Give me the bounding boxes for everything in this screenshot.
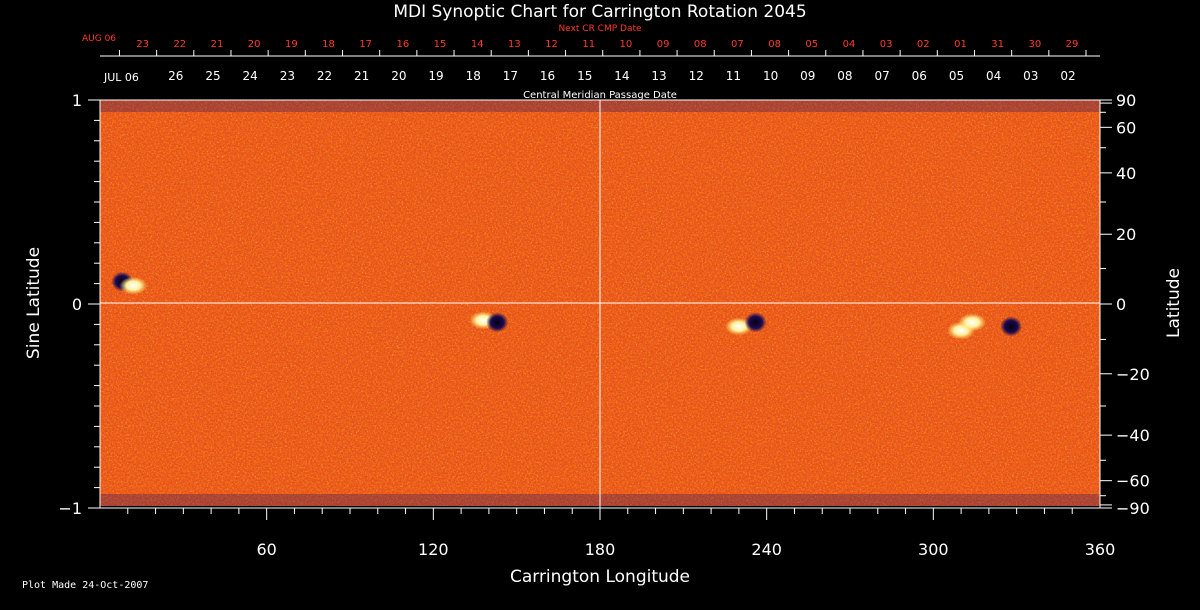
y-right-tick-label: −20 [1116, 365, 1150, 384]
next-cr-date-label: 23 [136, 39, 149, 50]
y-right-tick-label: −60 [1116, 472, 1150, 491]
positive-polarity-region [119, 276, 148, 295]
y-axis-left: 1 0 −1 [58, 91, 100, 518]
y-axis-label-right: Latitude [1164, 268, 1184, 338]
next-cr-date-label: 20 [248, 39, 261, 50]
cmp-date-label: 23 [280, 69, 295, 83]
y-axis-label-left: Sine Latitude [24, 247, 44, 359]
cmp-date-label: 15 [577, 69, 592, 83]
next-cr-date-label: 04 [843, 39, 856, 50]
x-tick-label: 300 [918, 540, 949, 559]
next-cr-date-label: 15 [434, 39, 447, 50]
next-cr-date-label: 11 [582, 39, 595, 50]
top-date-axis: 26 25 24 23 22 21 20 19 18 17 16 15 14 13 12 11 10 09 08 07… [100, 39, 1100, 83]
negative-polarity-region [744, 312, 767, 333]
chart-title: MDI Synoptic Chart for Carrington Rotati… [393, 2, 806, 22]
next-cr-date-label: 30 [1028, 39, 1041, 50]
y-right-tick-label: 90 [1116, 91, 1136, 110]
negative-polarity-region [486, 312, 509, 333]
cmp-date-label: 07 [874, 69, 889, 83]
top-axis-label: Central Meridian Passage Date [523, 90, 677, 101]
cmp-date-label: 08 [837, 69, 852, 83]
next-cr-date-label: 14 [471, 39, 484, 50]
positive-polarity-region [958, 313, 987, 332]
x-tick-label: 240 [751, 540, 782, 559]
next-cr-date-label: 21 [211, 39, 224, 50]
next-cr-date-label: 08 [694, 39, 707, 50]
cmp-date-label: 19 [428, 69, 443, 83]
y-right-tick-label: 60 [1116, 118, 1136, 137]
cmp-date-label: 10 [763, 69, 778, 83]
next-cr-date-label: 19 [285, 39, 298, 50]
cmp-date-label: 11 [726, 69, 741, 83]
cmp-date-label: 04 [986, 69, 1001, 83]
cmp-date-label: 17 [503, 69, 518, 83]
cmp-date-label: 05 [949, 69, 964, 83]
cmp-date-label: 22 [317, 69, 332, 83]
cmp-date-label: 09 [800, 69, 815, 83]
negative-polarity-region [1000, 316, 1023, 337]
y-right-tick-label: −90 [1116, 499, 1150, 518]
next-cr-start: AUG 06 [82, 34, 116, 44]
cmp-date-label: 12 [689, 69, 704, 83]
next-cr-date-label: 29 [1066, 39, 1079, 50]
cmp-date-label: 06 [912, 69, 927, 83]
plot-made-note: Plot Made 24-Oct-2007 [22, 580, 149, 591]
cmp-date-label: 18 [466, 69, 481, 83]
next-cr-date-label: 12 [545, 39, 558, 50]
cmp-date-label: 20 [391, 69, 406, 83]
y-left-tick-label: 0 [72, 295, 82, 314]
x-tick-label: 360 [1085, 540, 1116, 559]
next-cr-date-label: 17 [359, 39, 372, 50]
next-cr-date-label: 10 [620, 39, 633, 50]
cmp-date-label: 21 [354, 69, 369, 83]
next-cr-date-label: 02 [917, 39, 930, 50]
next-cr-date-label: 07 [731, 39, 744, 50]
next-cr-date-label: 09 [657, 39, 670, 50]
next-cr-date-label: 22 [173, 39, 186, 50]
y-left-tick-label: 1 [72, 91, 82, 110]
cmp-date-label: 26 [168, 69, 183, 83]
y-right-tick-label: 0 [1116, 295, 1126, 314]
cmp-date-label: 13 [651, 69, 666, 83]
cmp-date-label: 25 [205, 69, 220, 83]
x-tick-label: 60 [256, 540, 276, 559]
next-cr-label: Next CR CMP Date [558, 24, 642, 34]
next-cr-date-label: 13 [508, 39, 521, 50]
x-axis: 60 120 180 240 300 360 [127, 508, 1116, 559]
next-cr-date-label: 16 [396, 39, 409, 50]
y-right-tick-label: −40 [1116, 426, 1150, 445]
cmp-date-label: 03 [1023, 69, 1038, 83]
y-right-tick-label: 40 [1116, 164, 1136, 183]
cmp-date-label: 16 [540, 69, 555, 83]
top-axis-start: JUL 06 [103, 71, 139, 84]
next-cr-date-label: 18 [322, 39, 335, 50]
y-right-tick-label: 20 [1116, 225, 1136, 244]
next-cr-date-label: 08 [768, 39, 781, 50]
next-cr-date-label: 03 [880, 39, 893, 50]
y-axis-right: 90 60 40 20 0 −20 −40 −60 −90 [1100, 91, 1150, 518]
y-left-tick-label: −1 [58, 499, 82, 518]
cmp-date-label: 02 [1060, 69, 1075, 83]
next-cr-date-label: 31 [991, 39, 1004, 50]
cmp-date-label: 14 [614, 69, 629, 83]
x-tick-label: 180 [585, 540, 616, 559]
x-axis-label: Carrington Longitude [510, 567, 690, 587]
x-tick-label: 120 [418, 540, 449, 559]
next-cr-date-label: 05 [805, 39, 818, 50]
cmp-date-label: 24 [243, 69, 258, 83]
next-cr-date-label: 01 [954, 39, 967, 50]
